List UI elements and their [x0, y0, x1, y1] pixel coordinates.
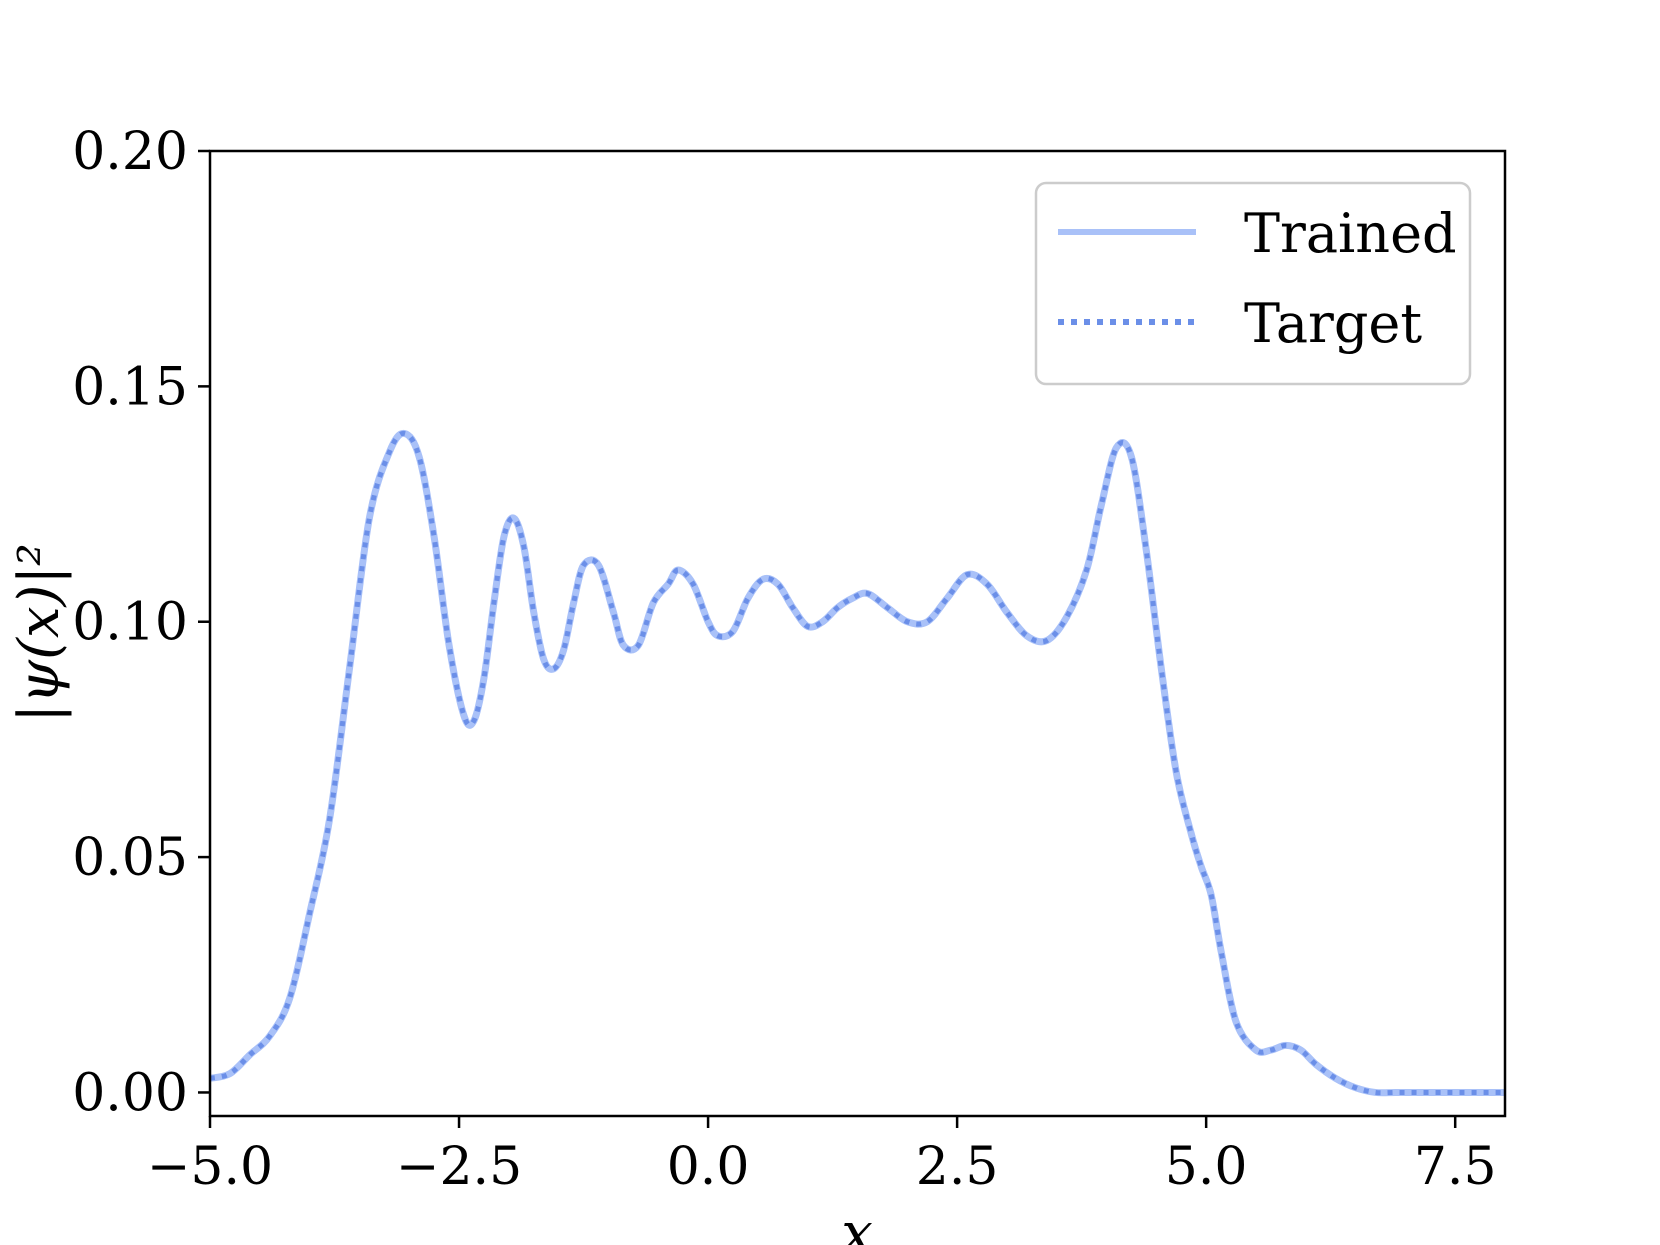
legend-label-trained: Trained [1244, 202, 1457, 265]
x-tick-label: 7.5 [1414, 1137, 1497, 1197]
x-axis: −5.0 −2.5 0.0 2.5 5.0 7.5 [147, 1116, 1497, 1197]
x-axis-label: x [841, 1201, 873, 1245]
x-tick-label: 2.5 [916, 1137, 999, 1197]
y-axis: 0.00 0.05 0.10 0.15 0.20 [72, 122, 210, 1123]
legend-label-target: Target [1244, 292, 1422, 355]
series-line-target [209, 430, 1505, 1096]
x-tick-label: −2.5 [396, 1137, 522, 1197]
y-tick-label: 0.20 [72, 122, 188, 182]
x-tick-label: −5.0 [147, 1137, 273, 1197]
legend: Trained Target [1034, 181, 1472, 386]
y-tick-label: 0.00 [72, 1063, 188, 1123]
y-tick-label: 0.15 [72, 357, 188, 417]
y-tick-label: 0.05 [72, 828, 188, 888]
x-tick-label: 0.0 [667, 1137, 750, 1197]
x-tick-label: 5.0 [1165, 1137, 1248, 1197]
plot-frame [208, 149, 1507, 1118]
y-tick-label: 0.10 [72, 593, 188, 653]
y-axis-label: |ψ(x)|² [7, 543, 72, 722]
series-layer [209, 429, 1505, 1097]
